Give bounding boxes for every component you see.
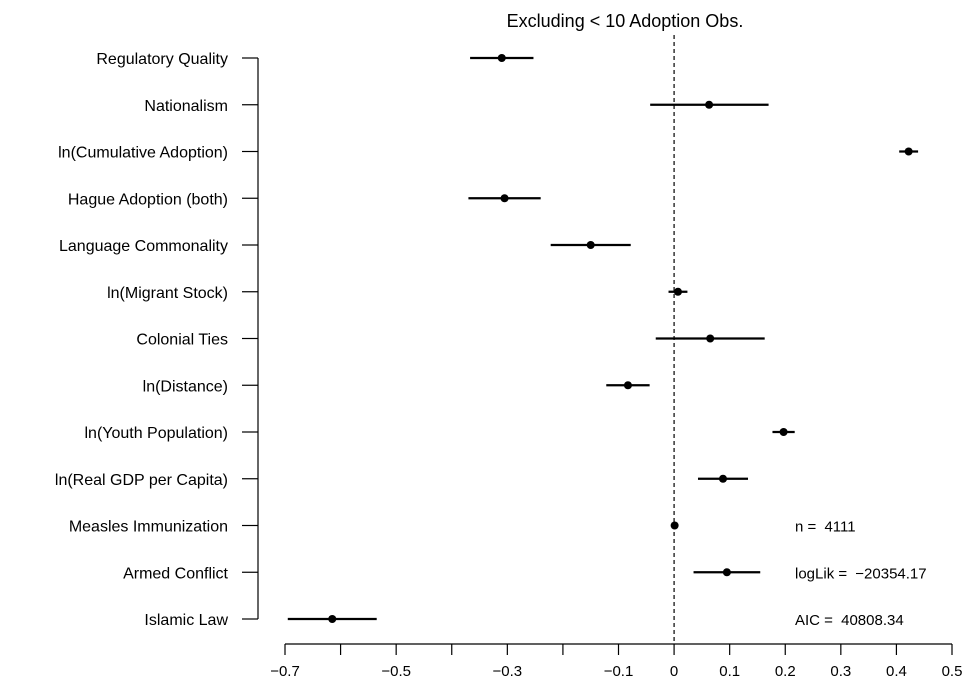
y-tick-label: Armed Conflict [123,565,228,582]
model-stat-label: logLik = [795,565,851,582]
coefficient-marks [287,54,919,623]
x-tick-label: 0.2 [775,663,796,680]
x-tick-label: −0.3 [493,663,523,680]
point-estimate [706,334,715,343]
x-tick-label: −0.5 [381,663,411,680]
y-tick-label: Nationalism [144,98,228,115]
point-estimate [623,381,632,390]
y-tick-label: Measles Immunization [69,519,228,536]
x-tick-label: 0.5 [942,663,963,680]
y-axis: Regulatory Quality Nationalism ln(Cumulati… [55,51,259,629]
chart-title: Excluding < 10 Adoption Obs. [507,11,744,31]
y-tick-label: ln(Migrant Stock) [107,285,228,302]
point-estimate [497,54,506,62]
y-tick-label: ln(Youth Population) [84,425,228,442]
x-tick-label: 0.1 [719,663,740,680]
point-estimate [904,147,913,156]
point-estimate [586,241,595,249]
y-tick-label: ln(Cumulative Adoption) [58,145,228,162]
model-stat: AIC = 40808.34 [795,612,904,629]
point-estimate [722,568,731,577]
point-estimate [670,521,679,530]
point-estimate [673,287,682,296]
y-tick-label: Hague Adoption (both) [68,191,228,208]
y-tick-label: Colonial Ties [136,332,228,349]
point-estimate [718,474,727,483]
point-estimate [328,615,337,623]
x-axis: −0.7 −0.5 −0.3 −0.1 0 0.1 0.2 0.3 0.4 0.5 [270,643,963,680]
model-stat-value: 4111 [824,519,855,536]
point-estimate [705,100,714,109]
model-stat-label: n = [795,519,820,536]
model-stat: logLik = −20354.17 [795,565,927,582]
x-tick-label: 0 [670,663,678,680]
model-stat-value: −20354.17 [855,565,926,582]
y-tick-label: Regulatory Quality [96,51,228,68]
x-tick-label: 0.3 [830,663,851,680]
x-tick-label: −0.1 [604,663,634,680]
y-tick-label: ln(Real GDP per Capita) [55,472,228,489]
model-stat-label: AIC = [795,612,837,629]
x-tick-label: 0.4 [886,663,907,680]
y-tick-label: ln(Distance) [143,378,228,395]
x-tick-label: −0.7 [270,663,300,680]
model-stat: n = 4111 [795,519,856,536]
point-estimate [500,194,509,203]
y-tick-label: Islamic Law [144,612,228,629]
model-stat-value: 40808.34 [841,612,904,629]
y-tick-label: Language Commonality [59,238,228,255]
point-estimate [779,428,788,436]
model-stats: n = 4111 logLik = −20354.17 AIC = 40808.34 [795,519,927,630]
